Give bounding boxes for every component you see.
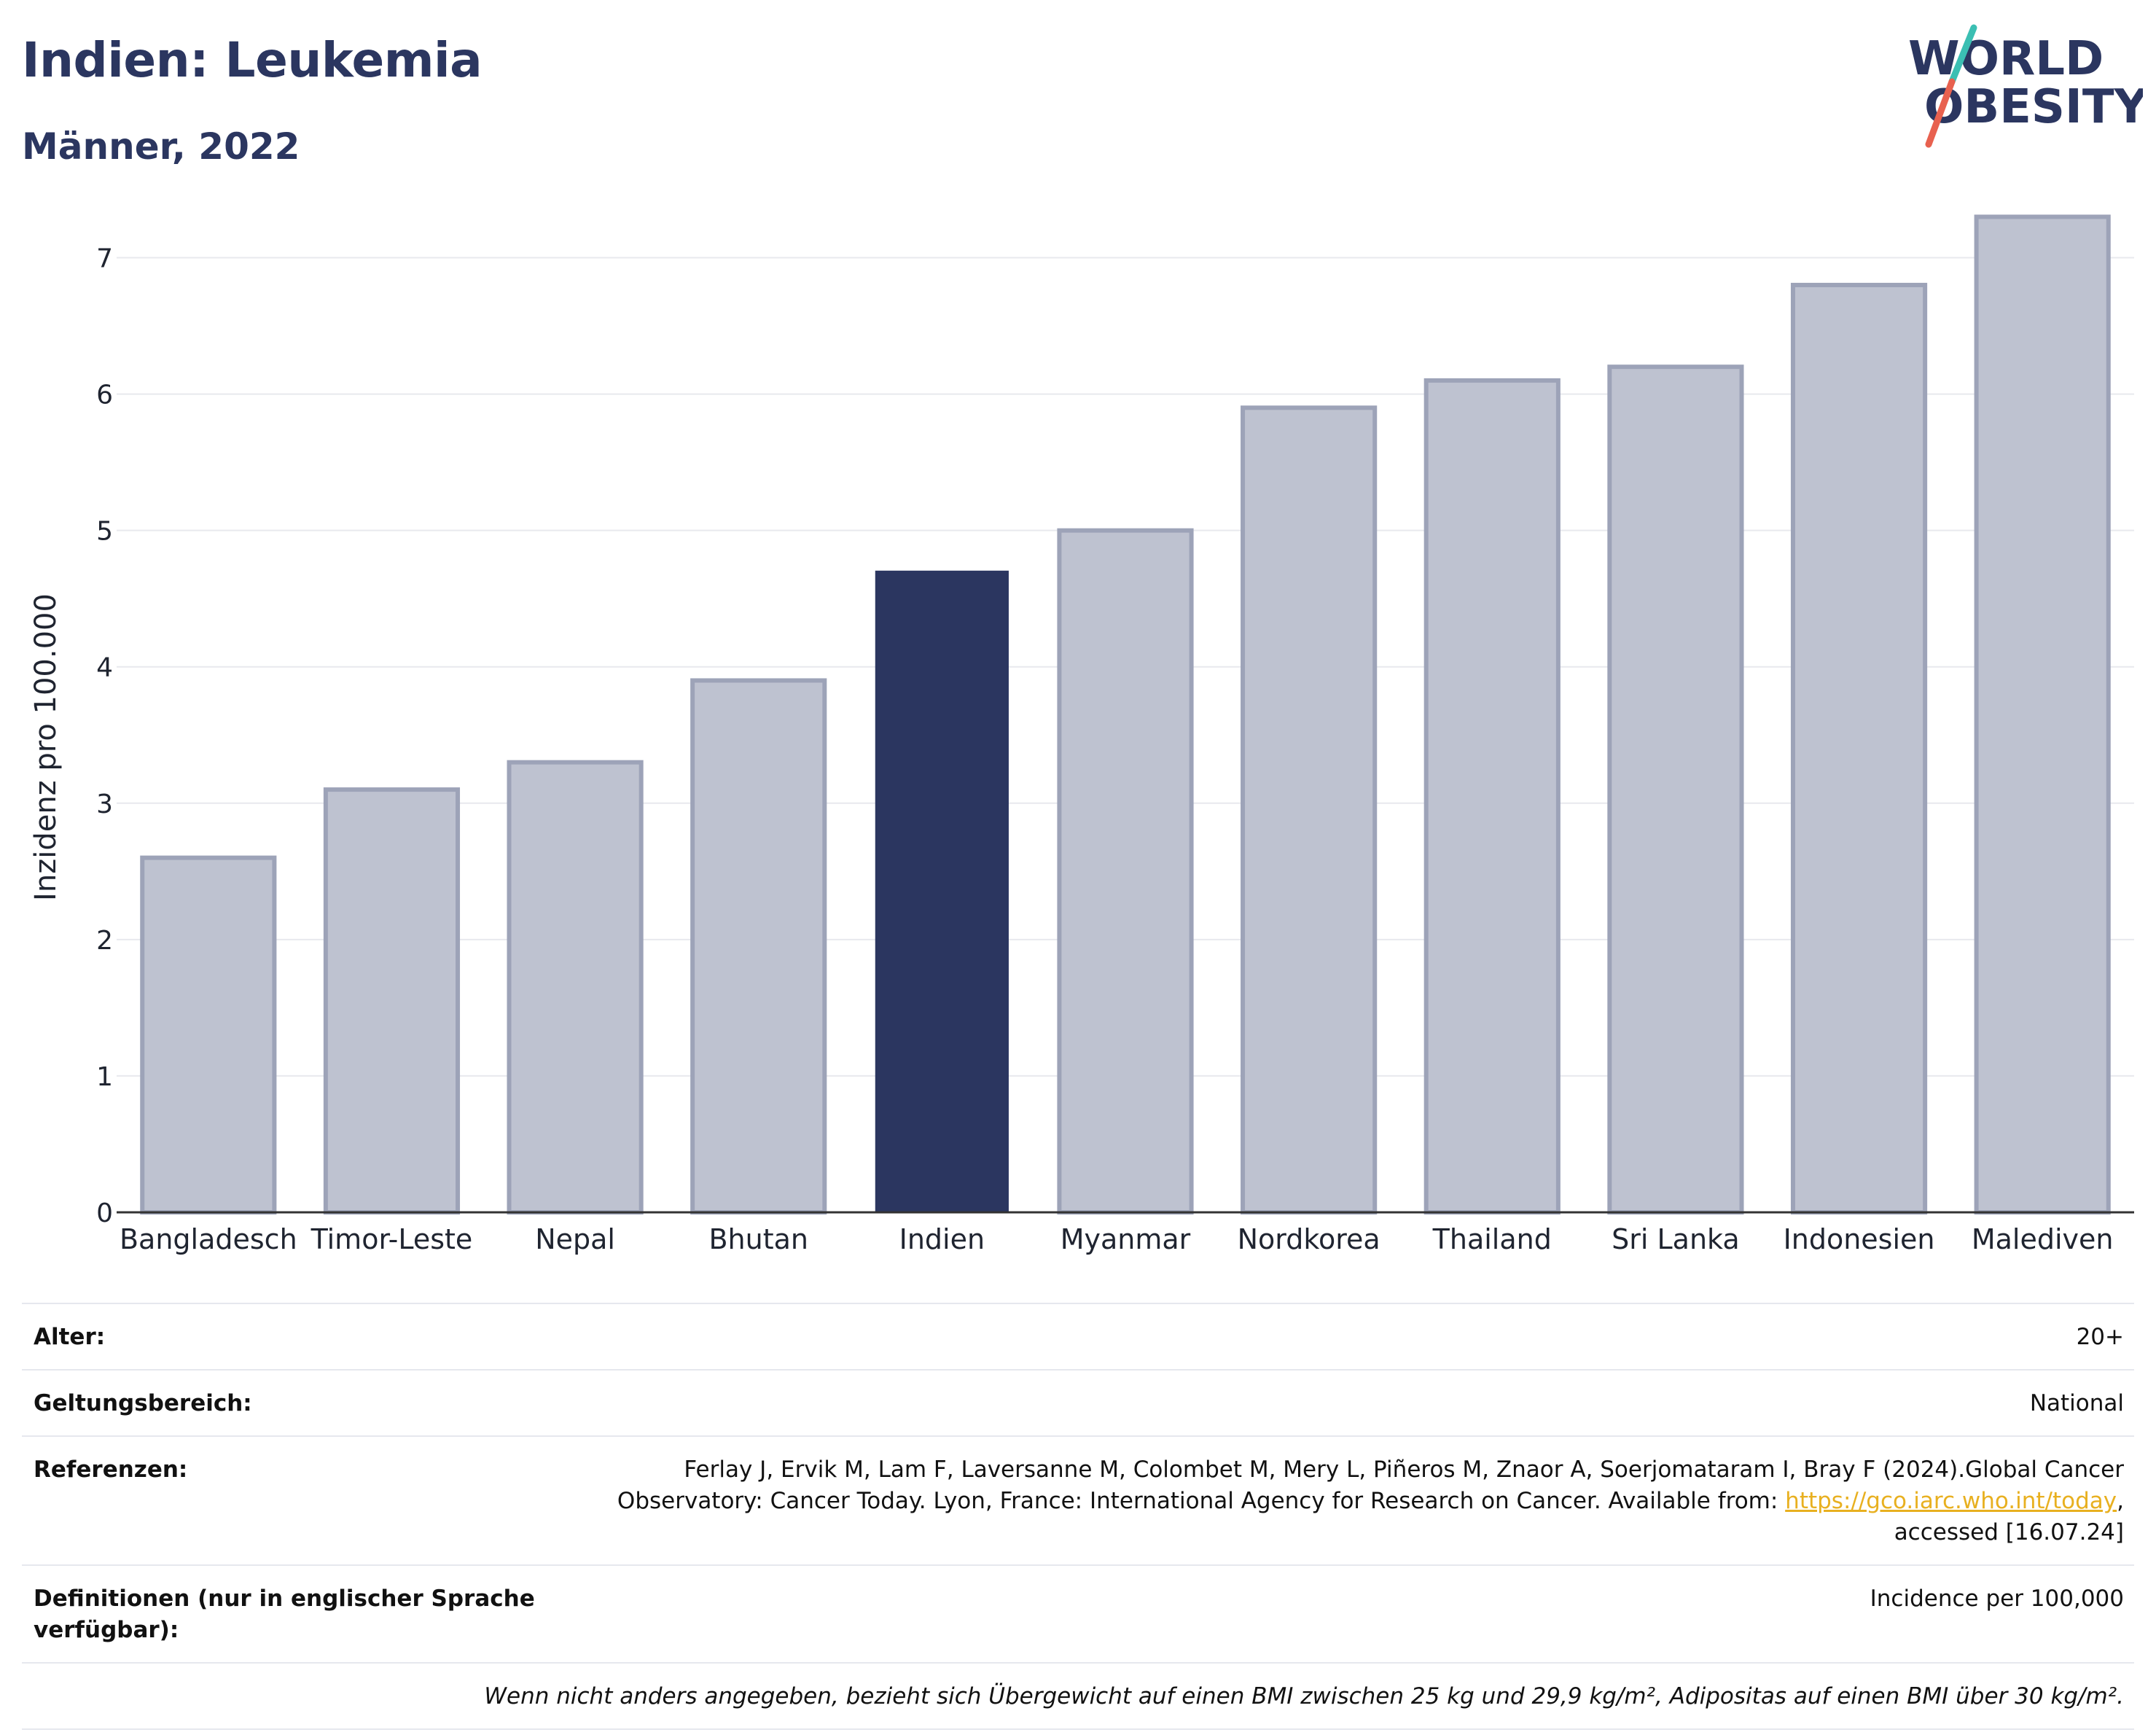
references-label: Referenzen: (34, 1457, 188, 1483)
bar-malediven (1974, 214, 2111, 1215)
info-row-definitions: Definitionen (nur in englischer Sprache … (22, 1566, 2134, 1664)
x-tick-label: Thailand (1432, 1223, 1552, 1255)
x-tick-labels: Bangladesch Timor-Leste Nepal Bhutan Indien M… (120, 1223, 2114, 1255)
definitions-label: Definitionen (nur in englischer Sprache … (34, 1586, 535, 1643)
reference-line-2-end: , (2117, 1488, 2124, 1514)
chart-title: Indien: Leukemia (22, 32, 483, 88)
x-tick-label: Indien (899, 1223, 985, 1255)
bar-indonesien (1790, 282, 1928, 1215)
y-axis-label: Inzidenz pro 100.000 (29, 593, 63, 901)
y-tick-label: 3 (96, 789, 113, 819)
definitions-value: Incidence per 100,000 (1870, 1586, 2124, 1612)
x-tick-label: Bangladesch (120, 1223, 297, 1255)
y-tick-label: 7 (96, 244, 113, 274)
y-tick-label: 4 (96, 653, 113, 683)
logo-slash-teal (1948, 24, 1977, 85)
logo-text-world: WORLD (1908, 32, 2104, 86)
reference-line-1: Ferlay J, Ervik M, Lam F, Laversanne M, … (684, 1457, 2124, 1483)
info-row-references: Referenzen: Ferlay J, Ervik M, Lam F, La… (22, 1437, 2134, 1566)
bar-thailand (1423, 378, 1561, 1215)
scope-value: National (2029, 1390, 2124, 1416)
x-tick-label: Indonesien (1784, 1223, 1935, 1255)
x-tick-label: Bhutan (708, 1223, 808, 1255)
world-obesity-logo: WORLD OBESITY (1908, 24, 2143, 148)
logo-slash-red (1925, 78, 1956, 148)
y-tick-label: 2 (96, 926, 113, 956)
info-row-scope: Geltungsbereich: National (22, 1371, 2134, 1437)
reference-line-3: accessed [16.07.24] (1894, 1519, 2124, 1545)
x-tick-label: Nordkorea (1238, 1223, 1380, 1255)
x-tick-label: Myanmar (1061, 1223, 1191, 1255)
info-row-note: Wenn nicht anders angegeben, bezieht sic… (22, 1664, 2134, 1730)
bar-bhutan (690, 678, 827, 1214)
bar-indien (875, 570, 1009, 1213)
references-value: Ferlay J, Ervik M, Lam F, Laversanne M, … (544, 1454, 2124, 1548)
bar-myanmar (1057, 528, 1194, 1214)
bmi-note: Wenn nicht anders angegeben, bezieht sic… (484, 1683, 2124, 1709)
y-tick-labels: 0 1 2 3 4 5 6 7 (96, 244, 113, 1228)
y-tick-label: 1 (96, 1062, 113, 1092)
reference-link[interactable]: https://gco.iarc.who.int/today (1785, 1488, 2117, 1514)
x-tick-label: Malediven (1972, 1223, 2114, 1255)
bar-chart: 0 1 2 3 4 5 6 7 Bangladesch Timor-Leste Nepal Bhut… (29, 214, 2134, 1255)
bar-nordkorea (1241, 405, 1378, 1215)
info-table: Alter: 20+ Geltungsbereich: National Ref… (22, 1303, 2134, 1730)
info-row-age: Alter: 20+ (22, 1304, 2134, 1371)
y-tick-label: 6 (96, 381, 113, 410)
y-tick-label: 5 (96, 517, 113, 547)
bar-bangladesch (140, 855, 277, 1214)
bars (140, 214, 2111, 1215)
scope-label: Geltungsbereich: (34, 1390, 252, 1416)
logo-text-obesity: OBESITY (1924, 80, 2143, 134)
chart-subtitle: Männer, 2022 (22, 125, 300, 168)
bar-sri-lanka (1607, 364, 1744, 1215)
x-tick-label: Nepal (535, 1223, 615, 1255)
age-label: Alter: (34, 1324, 106, 1350)
x-tick-label: Sri Lanka (1612, 1223, 1740, 1255)
age-value: 20+ (2076, 1324, 2124, 1350)
y-tick-label: 0 (96, 1198, 113, 1228)
x-tick-label: Timor-Leste (310, 1223, 473, 1255)
reference-line-2: Observatory: Cancer Today. Lyon, France:… (617, 1488, 1786, 1514)
bar-nepal (507, 760, 644, 1214)
bar-timor-leste (323, 787, 461, 1214)
